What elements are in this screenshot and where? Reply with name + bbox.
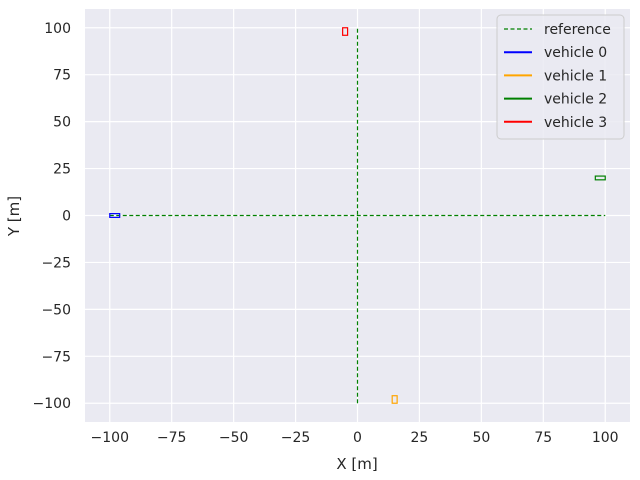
x-tick-label: 0 <box>353 430 362 446</box>
series-vehicle-0 <box>109 213 121 218</box>
x-tick-label: −25 <box>281 430 311 446</box>
x-tick-label: −75 <box>157 430 187 446</box>
y-tick-label: −25 <box>41 255 71 271</box>
legend-label: reference <box>544 22 611 38</box>
series-vehicle-2 <box>594 175 606 181</box>
y-axis-label: Y [m] <box>5 196 23 237</box>
vehicle-box <box>109 213 121 218</box>
y-tick-label: 0 <box>62 209 71 225</box>
y-tick-label: −50 <box>41 302 71 318</box>
x-tick-label: 100 <box>592 430 619 446</box>
legend-label: vehicle 0 <box>544 45 607 61</box>
vehicle-box <box>342 27 349 36</box>
legend-label: vehicle 3 <box>544 115 607 131</box>
x-tick-label: 25 <box>411 430 429 446</box>
series-vehicle-1 <box>391 395 398 404</box>
series-vehicle-3 <box>342 27 349 36</box>
y-tick-label: 75 <box>53 68 71 84</box>
y-tick-labels: 100 75 50 25 0 −25 −50 −75 −100 <box>33 21 71 412</box>
series-reference <box>109 27 606 404</box>
x-tick-label: −50 <box>219 430 249 446</box>
x-tick-labels: −100 −75 −50 −25 0 25 50 75 100 <box>91 430 619 446</box>
legend-label: vehicle 2 <box>544 92 607 108</box>
y-tick-label: 50 <box>53 115 71 131</box>
y-tick-label: −75 <box>41 349 71 365</box>
x-tick-label: 50 <box>472 430 490 446</box>
legend-label: vehicle 1 <box>544 68 607 84</box>
x-tick-label: −100 <box>91 430 129 446</box>
vehicle-box <box>391 395 398 404</box>
legend-box <box>496 14 625 140</box>
y-tick-label: 25 <box>53 162 71 178</box>
legend: reference vehicle 0 vehicle 1 vehicle 2 vehi… <box>496 14 625 140</box>
series-layer <box>109 27 606 404</box>
y-tick-label: 100 <box>44 21 71 37</box>
vehicle-box <box>594 175 606 181</box>
x-axis-label: X [m] <box>336 455 377 473</box>
y-tick-label: −100 <box>33 396 71 412</box>
x-tick-label: 75 <box>534 430 552 446</box>
